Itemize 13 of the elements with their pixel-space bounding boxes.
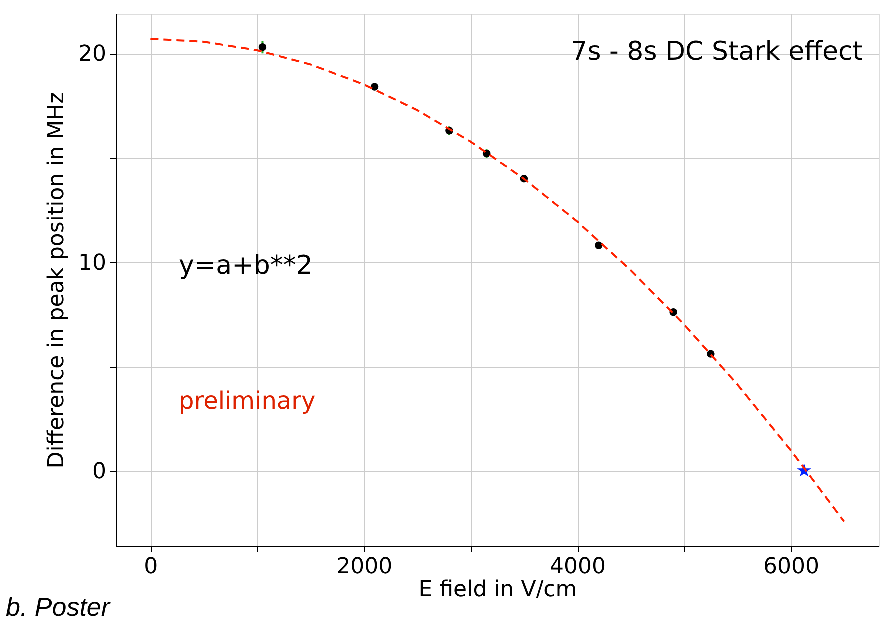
y-tick-label: 0: [92, 459, 106, 484]
x-tick-label: 2000: [336, 554, 393, 580]
x-tick-label: 0: [144, 554, 158, 580]
y-tick-label: 20: [78, 42, 106, 68]
annotation: preliminary: [179, 387, 316, 415]
x-axis-title: E field in V/cm: [418, 578, 578, 602]
x-tick-label: 4000: [550, 554, 606, 580]
annotation: 7s - 8s DC Stark effect: [571, 37, 863, 67]
y-axis-title: Difference in peak position in MHz: [44, 92, 70, 469]
annotation: y=a+b**2: [179, 251, 313, 281]
text: b. Poster: [6, 592, 112, 622]
y-tick-label: 10: [78, 250, 106, 276]
x-tick-label: 6000: [763, 554, 820, 580]
